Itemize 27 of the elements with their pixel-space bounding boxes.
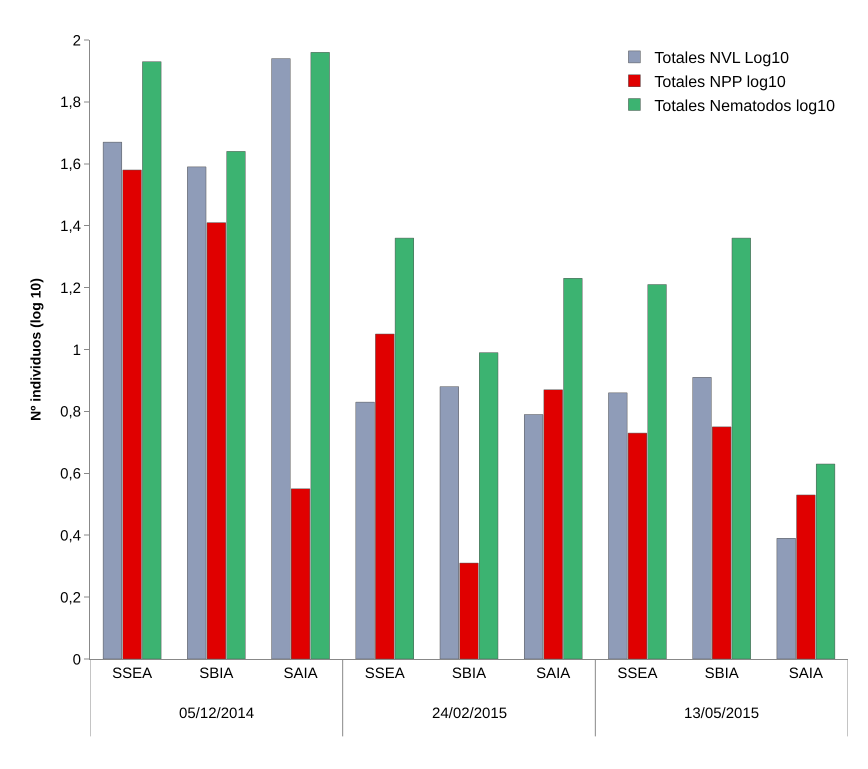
y-tick-label: 0,6 [60,466,81,483]
y-tick-label: 1,6 [60,156,81,174]
y-tick-label: 1 [72,342,81,359]
legend-label: Totales Nematodos log10 [654,98,836,115]
legend-label: Totales NVL Log10 [654,50,790,68]
y-tick-label: 0,8 [60,404,81,421]
x-tick-label: SSEA [112,665,152,682]
x-tick-label: SAIA [536,665,570,682]
text: 24/02/2015 [432,705,508,722]
y-tick-label: 0 [72,651,81,668]
y-tick-label: 0,2 [60,589,81,606]
x-tick-label: SBIA [199,665,234,682]
y-tick-label: 1,8 [60,94,81,112]
y-tick-label: 1,4 [60,218,81,235]
text: 13/05/2015 [684,705,760,722]
x-tick-label: SSEA [364,665,405,682]
x-tick-label: SBIA [704,665,739,682]
y-tick-label: 0,4 [60,527,81,544]
legend-label: Totales NPP log10 [654,74,786,91]
text: 05/12/2014 [179,705,254,722]
y-tick-label: 1,2 [60,280,81,297]
x-tick-label: SAIA [788,665,823,682]
x-tick-label: SAIA [283,665,318,682]
y-axis-title: Nº individuos (log 10) [28,278,44,421]
y-tick-label: 2 [72,32,81,50]
x-tick-label: SBIA [452,665,486,682]
x-tick-label: SSEA [617,665,658,682]
